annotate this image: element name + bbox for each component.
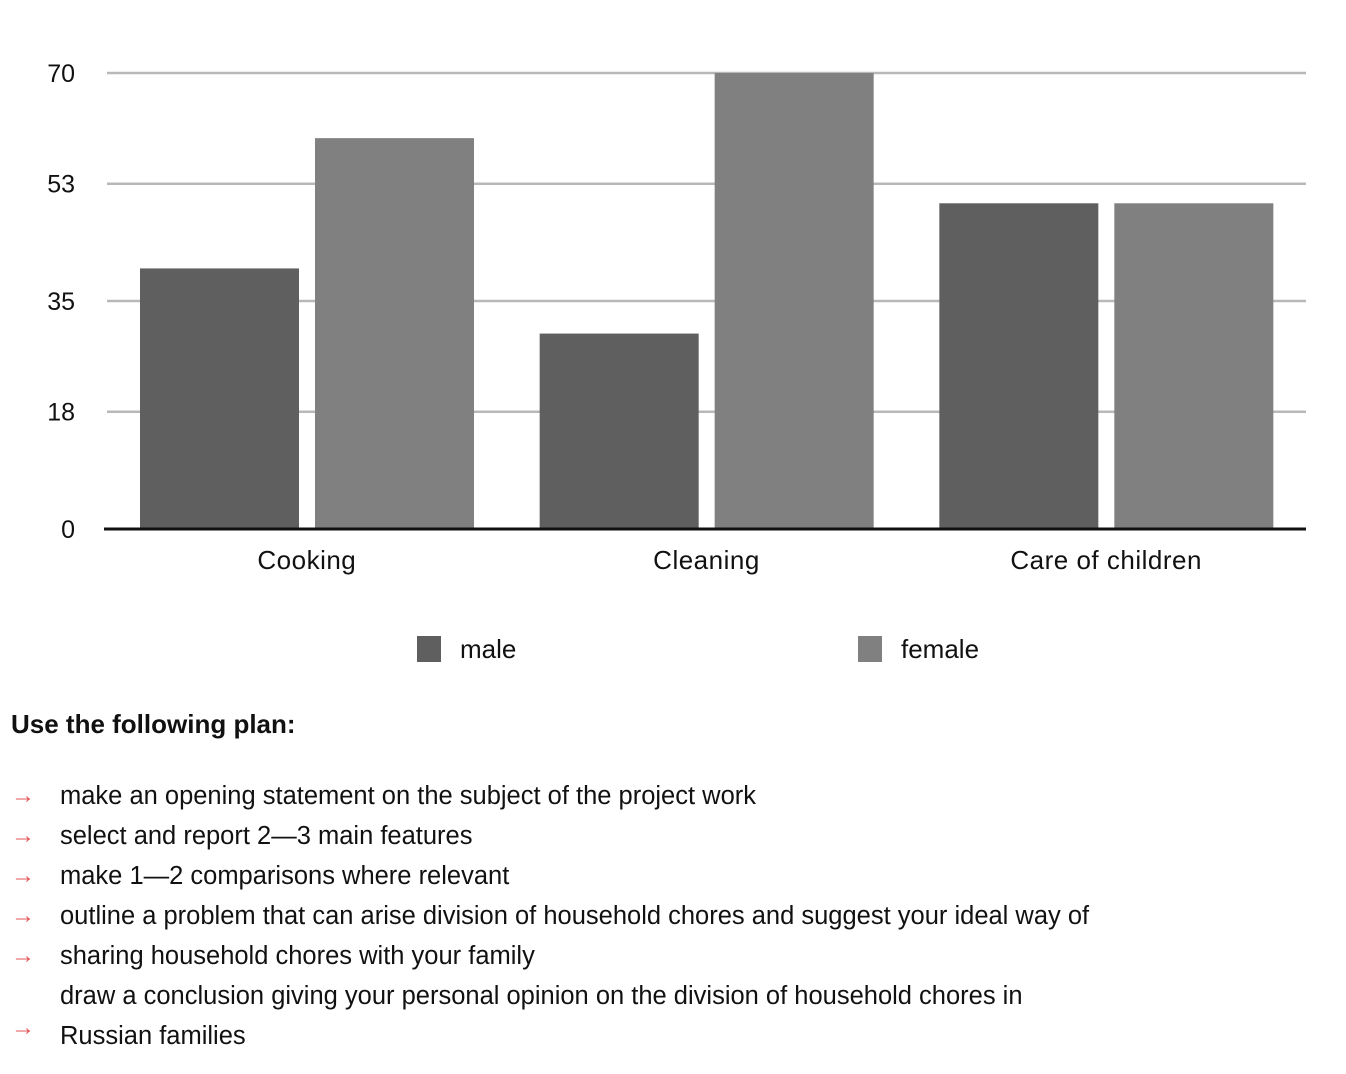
- axes: 0 18 35 53 70 Cooking Cleaning Care of children: [47, 60, 1306, 575]
- bar-female-1: [714, 73, 874, 529]
- plan-item: → make an opening statement on the subje…: [11, 776, 1331, 816]
- chart-legend: male female: [0, 634, 1346, 664]
- y-tick-label: 18: [47, 399, 75, 427]
- x-category-label: Cooking: [257, 545, 356, 575]
- bar-male-0: [140, 268, 299, 529]
- legend-item-female: female: [858, 634, 979, 664]
- plan-item-text: select and report 2—3 main features: [60, 822, 473, 850]
- arrow-right-icon: →: [11, 862, 35, 889]
- bar-chart: 0 18 35 53 70 Cooking Cleaning Care of children: [47, 60, 1306, 575]
- plan-item-text: make 1—2 comparisons where relevant: [60, 862, 510, 890]
- arrow-right-icon: →: [11, 822, 35, 849]
- y-tick-label: 35: [47, 288, 75, 316]
- legend-item-male: male: [417, 634, 516, 664]
- plan-item: → Russian families: [11, 1014, 1331, 1056]
- plan-item: → select and report 2—3 main features: [11, 816, 1331, 856]
- x-category-label: Care of children: [1010, 545, 1202, 575]
- plan-item-text: draw a conclusion giving your personal o…: [60, 982, 1023, 1010]
- plan-item: → make 1—2 comparisons where relevant: [11, 856, 1331, 896]
- plan-item: → outline a problem that can arise divis…: [11, 896, 1331, 936]
- plan-item-text: make an opening statement on the subject…: [60, 782, 756, 810]
- plan-item-text: sharing household chores with your famil…: [60, 942, 535, 970]
- legend-swatch-male: [417, 636, 441, 662]
- y-tick-label: 70: [47, 60, 75, 88]
- bar-female-2: [1114, 203, 1274, 530]
- arrow-right-icon: →: [11, 902, 35, 929]
- legend-label-female: female: [901, 634, 980, 664]
- bars: [140, 73, 1274, 530]
- x-category-label: Cleaning: [653, 545, 760, 575]
- plan-item: → sharing household chores with your fam…: [11, 936, 1331, 976]
- plan-item-text: outline a problem that can arise divisio…: [60, 902, 1090, 930]
- arrow-right-icon: →: [11, 782, 35, 809]
- arrow-right-icon: →: [11, 942, 35, 969]
- legend-label-male: male: [460, 634, 517, 664]
- legend-swatch-female: [858, 636, 882, 662]
- bar-male-2: [939, 203, 1099, 530]
- plan-list: → make an opening statement on the subje…: [11, 776, 1331, 1056]
- bar-female-0: [315, 138, 474, 529]
- y-tick-label: 0: [61, 516, 75, 544]
- y-tick-label: 53: [47, 171, 75, 199]
- plan-title: Use the following plan:: [11, 709, 296, 739]
- bar-male-1: [539, 333, 699, 529]
- plan-item-text: Russian families: [60, 1022, 246, 1050]
- arrow-right-icon: →: [11, 1014, 35, 1041]
- plan-item: draw a conclusion giving your personal o…: [11, 976, 1331, 1016]
- plan-section: Use the following plan: → make an openin…: [11, 706, 1331, 1050]
- grid-lines: [107, 71, 1306, 413]
